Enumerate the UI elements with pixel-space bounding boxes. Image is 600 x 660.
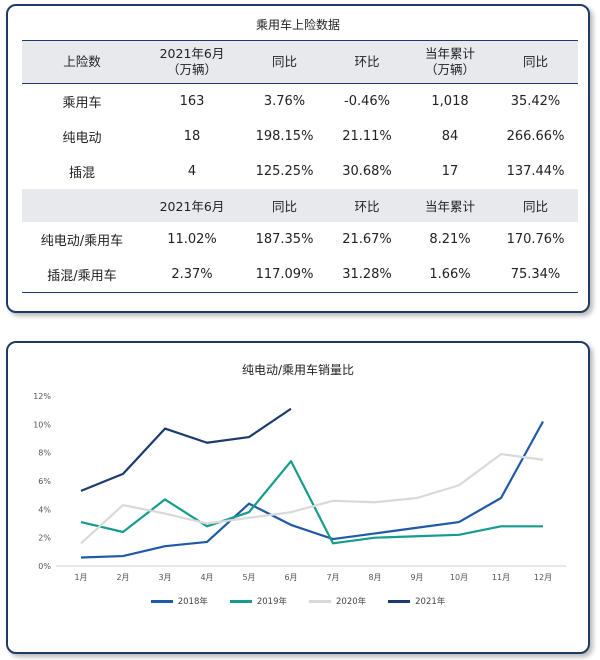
table-cell: 3.76% bbox=[263, 94, 306, 109]
x-tick-label: 8月 bbox=[368, 573, 381, 582]
legend-swatch bbox=[150, 599, 173, 603]
table-cell: 环比 bbox=[327, 189, 407, 222]
table-cell: 8.21% bbox=[429, 232, 471, 247]
insurance-data-table: 上险数 2021年6月 （万辆） 同比 环比 当年累计 （万辆） 同比 乘用车 163… bbox=[22, 40, 578, 293]
table-cell: 21.67% bbox=[342, 232, 392, 247]
legend-swatch bbox=[229, 599, 252, 603]
y-tick-label: 0% bbox=[38, 562, 51, 571]
x-tick-label: 11月 bbox=[492, 573, 510, 582]
header-cell: 环比 bbox=[327, 40, 407, 84]
y-tick-label: 4% bbox=[38, 505, 51, 514]
table-cell: 4 bbox=[187, 164, 197, 179]
x-tick-label: 12月 bbox=[534, 573, 552, 582]
table-cell: 21.11% bbox=[342, 129, 392, 144]
table-subheader-row: 2021年6月 同比 环比 当年累计 同比 bbox=[22, 189, 578, 222]
table-cell: 163 bbox=[179, 94, 205, 109]
table-cell: 187.35% bbox=[255, 232, 314, 247]
legend-item: 2018年 bbox=[150, 595, 208, 607]
header-cell: 上险数 bbox=[22, 40, 142, 84]
table-cell: 31.28% bbox=[342, 267, 392, 282]
y-tick-label: 12% bbox=[33, 392, 51, 401]
table-cell: 纯电动 bbox=[62, 131, 102, 146]
x-tick-label: 1月 bbox=[74, 573, 87, 582]
x-tick-label: 3月 bbox=[158, 573, 171, 582]
legend-item: 2020年 bbox=[309, 595, 366, 607]
table-cell: 75.34% bbox=[510, 267, 561, 282]
x-tick-label: 6月 bbox=[284, 573, 297, 582]
series-line-2020年 bbox=[80, 452, 544, 545]
table-title: 乘用车上险数据 bbox=[255, 18, 340, 32]
table-cell: 当年累计 bbox=[407, 189, 493, 222]
table-cell bbox=[22, 189, 142, 222]
y-tick-label: 8% bbox=[38, 449, 51, 458]
table-cell: 同比 bbox=[242, 189, 327, 222]
series-line-2021年 bbox=[80, 407, 292, 492]
table-cell: 同比 bbox=[493, 189, 578, 222]
x-tick-label: 5月 bbox=[242, 573, 255, 582]
table-cell: 11.02% bbox=[167, 232, 217, 247]
table-cell: 266.66% bbox=[506, 129, 565, 144]
table-cell: -0.46% bbox=[344, 94, 390, 109]
table-cell: 纯电动/乘用车 bbox=[40, 234, 124, 249]
legend-item: 2019年 bbox=[229, 595, 287, 607]
legend-label: 2020年 bbox=[336, 597, 367, 607]
table-row: 插混 4 125.25% 30.68% 17 137.44% bbox=[22, 154, 578, 189]
x-tick-label: 4月 bbox=[200, 573, 213, 582]
series-line-2018年 bbox=[80, 420, 544, 559]
table-cell: 30.68% bbox=[342, 164, 392, 179]
legend-label: 2018年 bbox=[177, 597, 208, 607]
table-cell: 2.37% bbox=[171, 267, 213, 282]
y-tick-label: 2% bbox=[38, 534, 51, 543]
table-cell: 35.42% bbox=[510, 94, 561, 109]
table-cell: 2021年6月 bbox=[142, 189, 242, 222]
header-cell: 当年累计 （万辆） bbox=[407, 40, 493, 84]
table-cell: 117.09% bbox=[255, 267, 314, 282]
table-row: 插混/乘用车 2.37% 117.09% 31.28% 1.66% 75.34% bbox=[22, 257, 578, 293]
table-cell: 1,018 bbox=[431, 94, 469, 109]
y-tick-label: 6% bbox=[38, 477, 51, 486]
table-cell: 插混 bbox=[68, 166, 95, 181]
table-header-row: 上险数 2021年6月 （万辆） 同比 环比 当年累计 （万辆） 同比 bbox=[22, 40, 578, 84]
chart-card: 纯电动/乘用车销量比 0% 2% 4% 6% 8% 10% 12% 1月 2月 3月 4月 5月 6月 7… bbox=[6, 341, 590, 654]
table-cell: 1.66% bbox=[429, 267, 471, 282]
line-chart: 0% 2% 4% 6% 8% 10% 12% 1月 2月 3月 4月 5月 6月 7月 8月 9月 10月 11月… bbox=[33, 392, 566, 582]
chart-title: 纯电动/乘用车销量比 bbox=[241, 363, 355, 377]
table-cell: 17 bbox=[441, 164, 459, 179]
header-cell: 同比 bbox=[493, 40, 578, 84]
x-tick-label: 7月 bbox=[326, 573, 339, 582]
series-line-2019年 bbox=[80, 460, 543, 545]
table-cell: 198.15% bbox=[255, 129, 314, 144]
legend-swatch bbox=[309, 599, 331, 603]
table-cell: 乘用车 bbox=[62, 96, 102, 111]
table-cell: 18 bbox=[183, 129, 201, 144]
table-cell: 137.44% bbox=[506, 164, 565, 179]
x-tick-label: 9月 bbox=[410, 573, 423, 582]
table-row: 纯电动/乘用车 11.02% 187.35% 21.67% 8.21% 170.76% bbox=[22, 222, 578, 257]
table-cell: 170.76% bbox=[506, 232, 565, 247]
legend-swatch bbox=[388, 599, 411, 603]
table-row: 乘用车 163 3.76% -0.46% 1,018 35.42% bbox=[22, 84, 578, 120]
table-cell: 125.25% bbox=[255, 164, 314, 179]
data-table-card: 乘用车上险数据 上险数 2021年6月 （万辆） 同比 环比 当年累计 （万辆） 同… bbox=[6, 4, 590, 313]
legend-label: 2021年 bbox=[415, 597, 446, 607]
header-cell: 2021年6月 （万辆） bbox=[142, 40, 242, 84]
table-row: 纯电动 18 198.15% 21.11% 84 266.66% bbox=[22, 119, 578, 154]
header-cell: 同比 bbox=[242, 40, 327, 84]
table-cell: 插混/乘用车 bbox=[47, 269, 117, 284]
x-tick-label: 2月 bbox=[116, 573, 129, 582]
y-tick-label: 10% bbox=[33, 420, 51, 429]
table-cell: 84 bbox=[441, 129, 459, 144]
legend-item: 2021年 bbox=[388, 595, 445, 607]
legend-label: 2019年 bbox=[256, 597, 287, 607]
x-tick-label: 10月 bbox=[450, 573, 468, 582]
chart-legend: 2018年 2019年 2020年 2021年 bbox=[8, 595, 588, 607]
